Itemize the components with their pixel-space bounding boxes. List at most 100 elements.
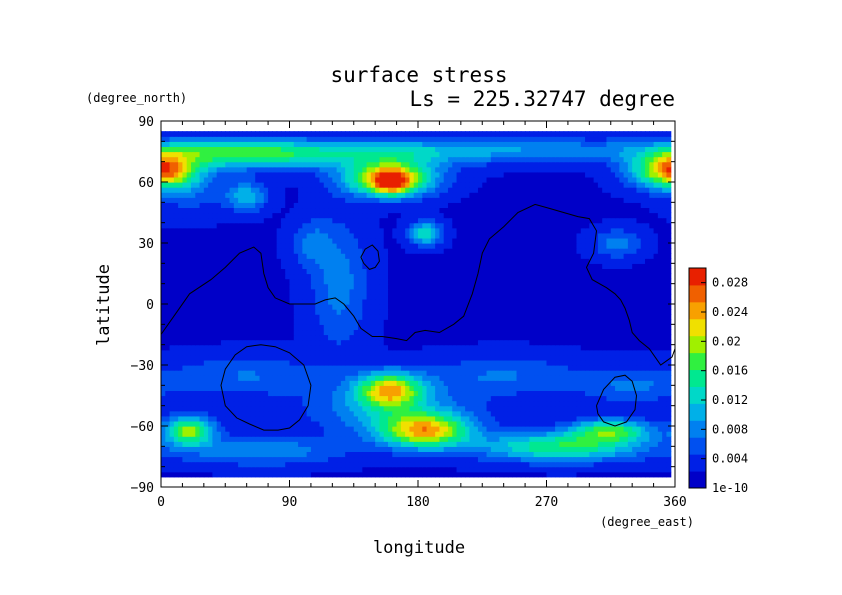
heatmap-cell: [199, 339, 205, 346]
heatmap-cell: [559, 461, 565, 468]
heatmap-cell: [165, 339, 171, 346]
heatmap-cell: [190, 359, 196, 366]
heatmap-cell: [490, 461, 496, 468]
heatmap-cell: [345, 298, 351, 305]
heatmap-cell: [293, 319, 299, 325]
heatmap-cell: [597, 278, 603, 285]
heatmap-cell: [272, 283, 278, 290]
heatmap-cell: [375, 268, 381, 275]
heatmap-cell: [233, 344, 239, 351]
heatmap-cell: [383, 298, 389, 305]
heatmap-cell: [507, 288, 513, 295]
heatmap-cell: [272, 395, 278, 402]
heatmap-cell: [216, 400, 222, 407]
heatmap-cell: [610, 329, 616, 336]
heatmap-cell: [353, 466, 359, 473]
heatmap-cell: [353, 390, 359, 397]
heatmap-cell: [388, 415, 393, 422]
heatmap-cell: [649, 395, 655, 402]
heatmap-cell: [396, 370, 402, 376]
heatmap-cell: [627, 466, 633, 473]
heatmap-cell: [362, 375, 368, 381]
heatmap-cell: [435, 451, 441, 458]
heatmap-cell: [366, 410, 372, 417]
heatmap-cell: [383, 288, 389, 295]
heatmap-cell: [203, 431, 209, 437]
heatmap-cell: [332, 365, 338, 371]
heatmap-cell: [615, 304, 620, 310]
heatmap-cell: [336, 359, 342, 366]
heatmap-cell: [379, 436, 385, 442]
heatmap-cell: [161, 461, 166, 468]
heatmap-cell: [580, 283, 586, 290]
heatmap-cell: [190, 390, 196, 397]
heatmap-cell: [388, 319, 393, 325]
heatmap-cell: [328, 288, 333, 295]
heatmap-cell: [477, 334, 483, 341]
heatmap-cell: [298, 349, 303, 356]
heatmap-cell: [460, 466, 466, 473]
heatmap-cell: [285, 375, 291, 381]
heatmap-cell: [319, 436, 325, 442]
heatmap-cell: [165, 324, 171, 331]
heatmap-cell: [507, 466, 513, 473]
heatmap-cell: [216, 385, 222, 392]
heatmap-cell: [349, 400, 355, 407]
heatmap-cell: [503, 466, 509, 473]
heatmap-cell: [405, 441, 411, 447]
heatmap-cell: [379, 420, 385, 427]
heatmap-cell: [430, 278, 436, 285]
heatmap-cell: [409, 324, 415, 331]
heatmap-cell: [507, 436, 513, 442]
heatmap-cell: [220, 334, 226, 341]
heatmap-cell: [328, 319, 333, 325]
heatmap-cell: [426, 309, 432, 315]
heatmap-cell: [383, 456, 389, 463]
heatmap-cell: [409, 319, 415, 325]
heatmap-cell: [486, 390, 492, 397]
heatmap-cell: [542, 334, 548, 341]
heatmap-cell: [555, 385, 560, 392]
heatmap-cell: [619, 288, 625, 295]
heatmap-cell: [225, 354, 231, 361]
heatmap-cell: [490, 380, 496, 386]
heatmap-cell: [169, 395, 175, 402]
heatmap-cell: [362, 268, 368, 275]
heatmap-cell: [653, 370, 659, 376]
heatmap-cell: [328, 314, 333, 320]
heatmap-cell: [572, 441, 578, 447]
heatmap-cell: [460, 395, 466, 402]
heatmap-cell: [353, 273, 359, 280]
heatmap-cell: [580, 293, 586, 300]
heatmap-cell: [400, 415, 406, 422]
heatmap-cell: [456, 441, 462, 447]
heatmap-cell: [623, 339, 629, 346]
heatmap-cell: [550, 268, 556, 275]
heatmap-cell: [315, 431, 321, 437]
heatmap-cell: [430, 268, 436, 275]
heatmap-cell: [246, 288, 252, 295]
heatmap-cell: [636, 375, 642, 381]
heatmap-cell: [182, 390, 188, 397]
heatmap-cell: [623, 380, 629, 386]
heatmap-cell: [199, 471, 205, 478]
heatmap-cell: [627, 420, 633, 427]
heatmap-cell: [336, 410, 342, 417]
heatmap-cell: [477, 436, 483, 442]
heatmap-cell: [649, 319, 655, 325]
heatmap-cell: [268, 385, 273, 392]
heatmap-cell: [345, 324, 351, 331]
heatmap-cell: [173, 324, 179, 331]
heatmap-cell: [199, 365, 205, 371]
heatmap-cell: [662, 339, 668, 346]
heatmap-cell: [178, 273, 184, 280]
heatmap-cell: [409, 400, 415, 407]
heatmap-cell: [546, 365, 552, 371]
heatmap-cell: [362, 304, 368, 310]
heatmap-cell: [302, 273, 308, 280]
heatmap-cell: [516, 349, 522, 356]
heatmap-cell: [559, 410, 565, 417]
heatmap-cell: [323, 471, 329, 478]
heatmap-cell: [323, 329, 329, 336]
heatmap-cell: [293, 405, 299, 412]
